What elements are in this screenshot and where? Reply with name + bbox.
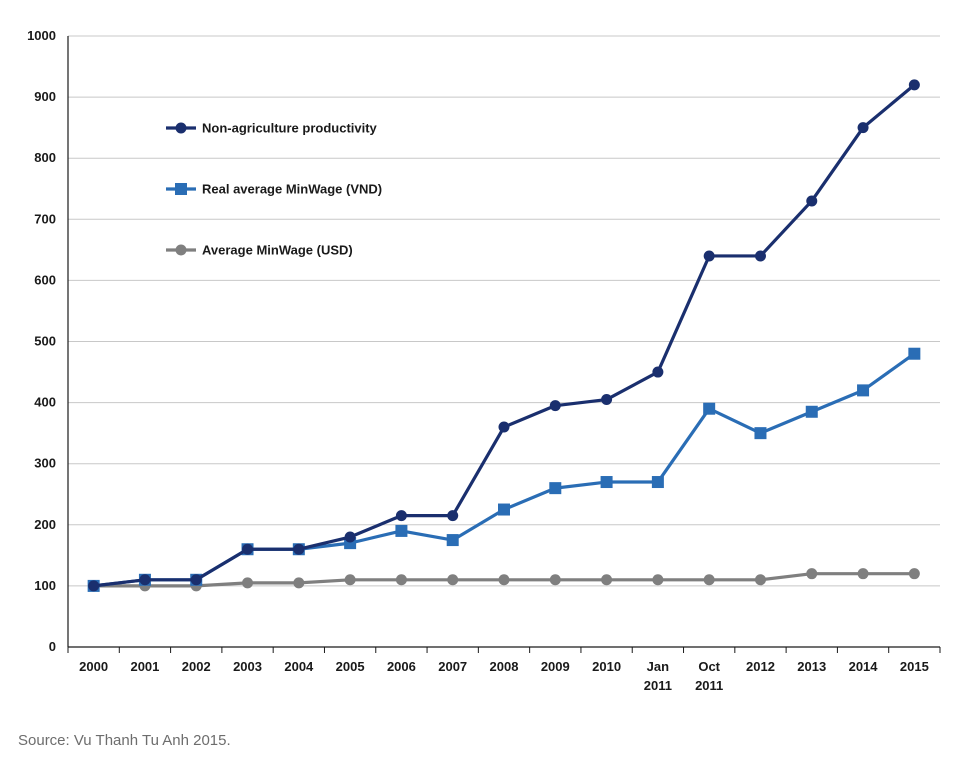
x-tick-label: 2000 <box>79 659 108 674</box>
data-point <box>447 510 459 522</box>
x-tick-label: 2005 <box>336 659 365 674</box>
source-note: Source: Vu Thanh Tu Anh 2015. <box>18 732 231 749</box>
data-point <box>601 574 613 586</box>
data-point <box>754 574 766 586</box>
data-point <box>395 524 408 537</box>
data-point <box>498 574 510 586</box>
data-point <box>857 384 870 397</box>
legend-swatch-marker <box>175 244 187 256</box>
data-point <box>857 122 869 134</box>
y-tick-label: 300 <box>34 456 56 471</box>
data-point <box>652 574 664 586</box>
x-tick-label: 2002 <box>182 659 211 674</box>
data-point <box>754 250 766 262</box>
data-point <box>242 577 254 589</box>
y-tick-label: 400 <box>34 395 56 410</box>
data-point <box>908 568 920 580</box>
series-group <box>87 79 921 592</box>
data-point <box>549 482 562 495</box>
data-point <box>88 580 100 592</box>
x-tick-label: Oct <box>698 659 720 674</box>
data-point <box>498 503 510 516</box>
y-tick-label: 100 <box>34 578 56 593</box>
series-non-agriculture-productivity <box>88 79 920 592</box>
legend: Non-agriculture productivity Real average… <box>166 121 382 258</box>
series-average-minwage-usd <box>88 568 920 592</box>
data-point <box>908 79 920 91</box>
y-tick-label: 800 <box>34 150 56 165</box>
data-point <box>703 250 715 262</box>
data-point <box>806 568 818 580</box>
series-line <box>93 352 916 588</box>
x-tick-label: 2009 <box>541 659 570 674</box>
data-point <box>242 543 254 555</box>
data-point <box>293 543 305 555</box>
y-axis-ticks: 0 100 200 300 400 500 600 700 800 900 1000 <box>27 28 56 654</box>
x-tick-label: Jan <box>647 659 669 674</box>
data-point <box>395 510 407 522</box>
x-tick-label: 2011 <box>695 678 723 693</box>
data-point <box>652 366 664 378</box>
gridlines <box>68 35 940 587</box>
x-axis-ticks: 2000 2001 2002 2003 2004 2005 2006 2007 2008 2009… <box>67 647 941 693</box>
x-tick-label: 2010 <box>592 659 621 674</box>
data-point <box>601 394 613 406</box>
data-point <box>857 568 869 580</box>
y-tick-label: 0 <box>49 639 56 654</box>
y-tick-label: 200 <box>34 517 56 532</box>
data-point <box>446 534 459 547</box>
x-tick-label: 2013 <box>797 659 826 674</box>
y-tick-label: 600 <box>34 272 56 287</box>
x-tick-label: 2001 <box>130 659 159 674</box>
data-point <box>651 476 664 489</box>
x-tick-label: 2014 <box>849 659 879 674</box>
x-tick-label: 2008 <box>490 659 519 674</box>
legend-swatch-marker <box>175 183 187 195</box>
y-tick-label: 700 <box>34 211 56 226</box>
x-tick-label: 2015 <box>900 659 929 674</box>
legend-item: Non-agriculture productivity <box>166 121 378 136</box>
legend-label: Average MinWage (USD) <box>202 243 353 258</box>
legend-item: Average MinWage (USD) <box>166 243 353 258</box>
legend-item: Real average MinWage (VND) <box>166 182 382 197</box>
data-point <box>908 347 921 360</box>
data-point <box>754 427 767 440</box>
x-tick-label: 2004 <box>284 659 314 674</box>
data-point <box>498 421 510 433</box>
legend-label: Real average MinWage (VND) <box>202 182 382 197</box>
data-point <box>190 574 202 586</box>
data-point <box>395 574 407 586</box>
y-tick-label: 500 <box>34 334 56 349</box>
data-point <box>805 405 818 418</box>
data-point <box>139 574 151 586</box>
x-tick-label: 2003 <box>233 659 262 674</box>
x-tick-label: 2006 <box>387 659 416 674</box>
data-point <box>293 577 305 589</box>
x-tick-label: 2011 <box>644 678 672 693</box>
x-tick-label: 2012 <box>746 659 775 674</box>
x-tick-label: 2007 <box>438 659 467 674</box>
data-point <box>703 402 716 415</box>
axes <box>67 36 940 648</box>
data-point <box>703 574 715 586</box>
data-point <box>447 574 459 586</box>
data-point <box>549 574 561 586</box>
data-point <box>806 195 818 207</box>
y-tick-label: 900 <box>34 89 56 104</box>
data-point <box>344 574 356 586</box>
legend-label: Non-agriculture productivity <box>202 121 378 136</box>
data-point <box>600 476 613 489</box>
data-point <box>344 531 356 543</box>
data-point <box>549 400 561 412</box>
series-real-average-minwage-vnd <box>87 347 921 592</box>
legend-swatch-marker <box>175 122 187 134</box>
y-tick-label: 1000 <box>27 28 56 43</box>
